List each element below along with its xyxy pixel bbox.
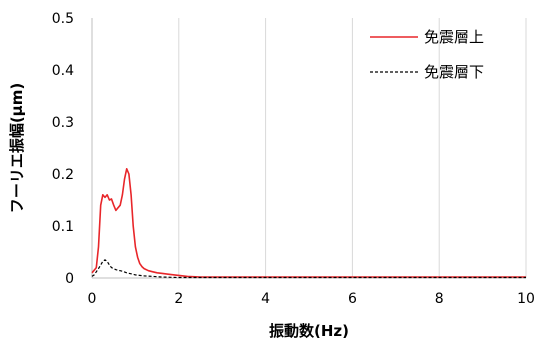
x-tick-label: 0 xyxy=(88,291,97,307)
x-tick-label: 10 xyxy=(517,291,535,307)
y-tick-label: 0.5 xyxy=(52,11,74,27)
x-tick-label: 6 xyxy=(348,291,357,307)
legend-label-series-1: 免震層上 xyxy=(424,28,484,46)
x-tick-label: 8 xyxy=(435,291,444,307)
y-tick-label: 0.1 xyxy=(52,219,74,235)
x-tick-label: 2 xyxy=(174,291,183,307)
tick-labels: 0 2 4 6 8 10 0 0.1 0.2 0.3 0.4 0.5 xyxy=(52,11,535,307)
data-series xyxy=(91,168,526,279)
legend: 免震層上 免震層下 xyxy=(370,28,484,81)
axes xyxy=(91,18,526,279)
y-tick-label: 0 xyxy=(65,271,74,287)
y-tick-label: 0.4 xyxy=(52,63,74,79)
legend-label-series-2: 免震層下 xyxy=(424,63,484,81)
y-axis-title: フーリエ振幅(μm) xyxy=(8,83,26,213)
series-line-1 xyxy=(91,168,526,278)
x-axis-title: 振動数(Hz) xyxy=(269,322,349,340)
y-tick-label: 0.3 xyxy=(52,115,74,131)
series-line-2 xyxy=(91,259,526,279)
y-tick-label: 0.2 xyxy=(52,167,74,183)
grid-lines xyxy=(178,18,527,278)
x-tick-label: 4 xyxy=(261,291,270,307)
